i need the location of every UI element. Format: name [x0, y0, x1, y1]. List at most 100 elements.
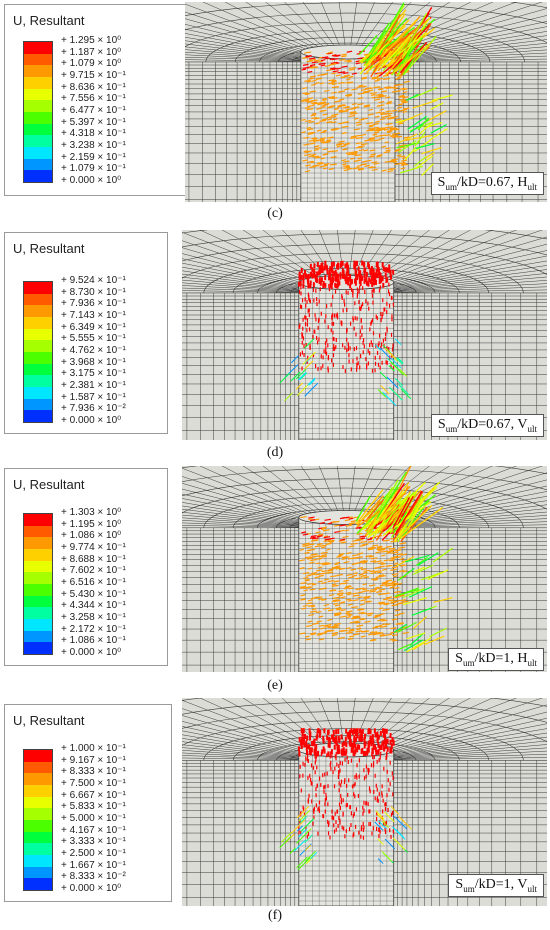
- legend-value: + 7.936 × 10⁻¹: [61, 298, 126, 310]
- legend-value: + 4.762 × 10⁻¹: [61, 345, 126, 356]
- legend-value: + 0.000 × 10⁰: [61, 883, 122, 894]
- color-bar-segment: [24, 316, 52, 329]
- color-bar-segment: [24, 363, 52, 376]
- legend-box: U, Resultant + 1.303 × 10⁰ + 1.195 × 10⁰ +…: [4, 468, 168, 666]
- color-bar-segment: [24, 340, 52, 352]
- legend-value: + 1.079 × 10⁰: [61, 58, 122, 70]
- color-bar-segment: [24, 796, 52, 809]
- legend-value: + 3.968 × 10⁻¹: [61, 356, 126, 368]
- legend-value: + 1.000 × 10⁻¹: [61, 743, 126, 754]
- legend-value: + 4.318 × 10⁻¹: [61, 128, 126, 140]
- legend-value: + 9.524 × 10⁻¹: [61, 275, 126, 286]
- mesh-drawing: [182, 466, 547, 672]
- color-bar-segment: [24, 773, 52, 785]
- legend-value: + 7.936 × 10⁻²: [61, 403, 126, 415]
- legend-title: U, Resultant: [13, 713, 85, 728]
- figure-panel-d: U, Resultant + 9.524 × 10⁻¹ + 8.730 × 10⁻…: [0, 228, 550, 460]
- legend-box: U, Resultant + 1.000 × 10⁻¹ + 9.167 × 10⁻…: [4, 704, 172, 902]
- legend-value: + 1.195 × 10⁰: [61, 518, 122, 530]
- color-bar-segment: [24, 854, 52, 867]
- color-bar-segment: [24, 525, 52, 538]
- color-bar: [23, 281, 53, 423]
- mesh-drawing: [182, 698, 547, 906]
- panel-caption: (f): [268, 908, 282, 923]
- legend-value: + 7.143 × 10⁻¹: [61, 310, 126, 321]
- color-bar-segment: [24, 305, 52, 317]
- legend-value: + 8.333 × 10⁻¹: [61, 766, 126, 778]
- color-bar: [23, 513, 53, 655]
- fem-contour-plot: [182, 230, 547, 440]
- color-bar-segment: [24, 808, 52, 820]
- legend-box: U, Resultant + 1.295 × 10⁰ + 1.187 × 10⁰ +…: [4, 4, 186, 196]
- color-bar-segment: [24, 351, 52, 364]
- legend-value: + 1.667 × 10⁻¹: [61, 859, 126, 871]
- legend-value: + 1.187 × 10⁰: [61, 46, 122, 58]
- panel-caption: (c): [267, 206, 283, 221]
- color-bar-segment: [24, 100, 52, 112]
- legend-value: + 5.430 × 10⁻¹: [61, 588, 126, 600]
- legend-title: U, Resultant: [13, 241, 85, 256]
- legend-value: + 3.333 × 10⁻¹: [61, 836, 126, 848]
- legend-value: + 1.303 × 10⁰: [61, 507, 122, 518]
- legend-value: + 8.688 × 10⁻¹: [61, 553, 126, 565]
- color-bar: [23, 749, 53, 891]
- pile: [298, 742, 395, 906]
- legend-value: + 1.079 × 10⁻¹: [61, 163, 126, 175]
- displacement-vectors: [279, 728, 413, 871]
- color-bar-segment: [24, 560, 52, 573]
- color-bar-segment: [24, 293, 52, 306]
- color-bar-segment: [24, 53, 52, 66]
- case-label: Sum/kD=1, Hult: [448, 648, 544, 671]
- legend-value: + 7.602 × 10⁻¹: [61, 565, 126, 577]
- figure-panel-c: U, Resultant + 1.295 × 10⁰ + 1.187 × 10⁰ +…: [0, 0, 550, 232]
- color-bar-segment: [24, 761, 52, 774]
- case-label: Sum/kD=0.67, Hult: [430, 172, 544, 195]
- legend-value: + 1.086 × 10⁰: [61, 530, 122, 542]
- mesh-drawing: [182, 230, 547, 440]
- legend-value: + 9.774 × 10⁻¹: [61, 542, 126, 553]
- legend-value: + 7.556 × 10⁻¹: [61, 93, 126, 105]
- panel-caption: (e): [267, 678, 283, 693]
- legend-value: + 6.516 × 10⁻¹: [61, 577, 126, 588]
- legend-value: + 1.295 × 10⁰: [61, 35, 122, 46]
- legend-value: + 2.500 × 10⁻¹: [61, 848, 126, 859]
- legend-value: + 5.555 × 10⁻¹: [61, 333, 126, 345]
- color-bar: [23, 41, 53, 183]
- legend-value: + 5.000 × 10⁻¹: [61, 813, 126, 824]
- color-bar-segment: [24, 88, 52, 101]
- color-bar-segment: [24, 537, 52, 549]
- color-bar-segment: [24, 572, 52, 584]
- color-bar-segment: [24, 595, 52, 608]
- legend-value: + 8.333 × 10⁻²: [61, 871, 126, 883]
- legend-value: + 2.172 × 10⁻¹: [61, 623, 126, 635]
- legend-value: + 8.636 × 10⁻¹: [61, 81, 126, 93]
- color-bar-segment: [24, 410, 52, 422]
- color-bar-segment: [24, 843, 52, 855]
- legend-value: + 6.349 × 10⁻¹: [61, 321, 126, 333]
- legend-value: + 9.167 × 10⁻¹: [61, 754, 126, 766]
- displacement-vectors: [299, 466, 453, 653]
- legend-value: + 1.587 × 10⁻¹: [61, 391, 126, 403]
- color-bar-segment: [24, 607, 52, 619]
- fem-contour-plot: [182, 466, 547, 672]
- fem-contour-plot: [182, 698, 547, 906]
- color-bar-segment: [24, 111, 52, 124]
- legend-value: + 6.667 × 10⁻¹: [61, 789, 126, 801]
- displacement-vectors: [279, 260, 412, 406]
- color-bar-segment: [24, 866, 52, 879]
- color-bar-segment: [24, 375, 52, 387]
- legend-value: + 1.086 × 10⁻¹: [61, 635, 126, 647]
- legend-box: U, Resultant + 9.524 × 10⁻¹ + 8.730 × 10⁻…: [4, 232, 168, 434]
- color-bar-segment: [24, 135, 52, 147]
- color-bar-segment: [24, 146, 52, 159]
- legend-value: + 3.175 × 10⁻¹: [61, 368, 126, 380]
- color-bar-segment: [24, 583, 52, 596]
- color-bar-segment: [24, 514, 52, 526]
- pile: [298, 510, 395, 672]
- legend-value: + 3.238 × 10⁻¹: [61, 140, 126, 151]
- legend-value: + 0.000 × 10⁰: [61, 647, 122, 658]
- color-bar-segment: [24, 158, 52, 171]
- color-bar-segment: [24, 878, 52, 890]
- color-bar-segment: [24, 548, 52, 561]
- legend-value: + 0.000 × 10⁰: [61, 415, 122, 426]
